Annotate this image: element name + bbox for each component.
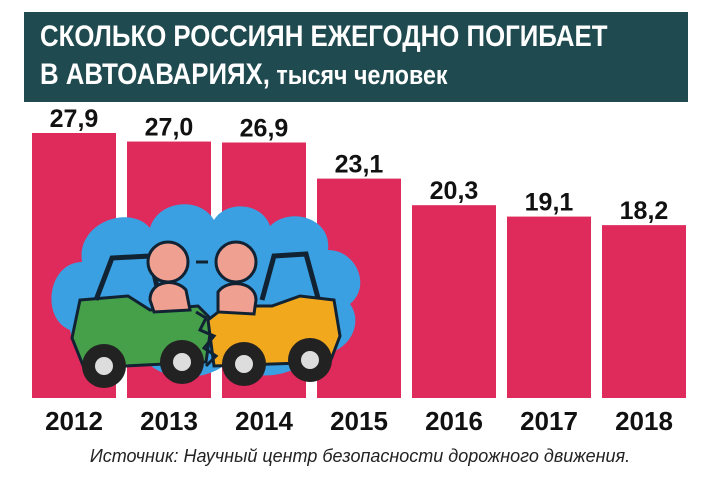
right-driver-head	[214, 240, 258, 284]
year-label-2013: 2013	[140, 406, 198, 436]
left-driver-body	[148, 281, 192, 314]
car-crash-icon	[51, 204, 361, 388]
year-label-2017: 2017	[520, 406, 578, 436]
value-label-2015: 23,1	[335, 151, 384, 179]
chart-title-line2: В АВТОАВАРИЯХ, тысяч человек	[40, 56, 584, 94]
left-driver-head	[146, 240, 190, 284]
labels-layer: 27,9 2012 27,0 2013 26,9 2014 23,1 2015 20,3 2016…	[45, 105, 673, 436]
yellow-car-roof	[259, 251, 321, 301]
year-label-2018: 2018	[615, 406, 673, 436]
bar-2016	[412, 205, 496, 398]
value-label-2014: 26,9	[240, 114, 289, 142]
chart-title-main: В АВТОАВАРИЯХ,	[40, 58, 270, 91]
value-label-2016: 20,3	[430, 177, 479, 205]
value-label-2017: 19,1	[525, 189, 574, 217]
value-label-2013: 27,0	[145, 114, 194, 142]
crash-crumple	[195, 310, 219, 368]
car-crash-cartoon	[51, 204, 361, 388]
right-driver-body	[216, 282, 258, 316]
chart-title-unit: тысяч человек	[269, 60, 448, 90]
value-label-2012: 27,9	[50, 105, 99, 133]
year-label-2012: 2012	[45, 406, 103, 436]
chart-title-line1: СКОЛЬКО РОССИЯН ЕЖЕГОДНО ПОГИБАЕТ	[40, 20, 608, 53]
source-note: Источник: Научный центр безопасности дор…	[89, 446, 631, 466]
bar-2018	[602, 225, 686, 398]
value-label-2018: 18,2	[620, 197, 669, 225]
year-label-2014: 2014	[235, 406, 293, 436]
bar-2017	[507, 216, 591, 398]
year-label-2015: 2015	[330, 406, 388, 436]
chart-title-box: СКОЛЬКО РОССИЯН ЕЖЕГОДНО ПОГИБАЕТ В АВТО…	[24, 12, 688, 102]
year-label-2016: 2016	[425, 406, 483, 436]
